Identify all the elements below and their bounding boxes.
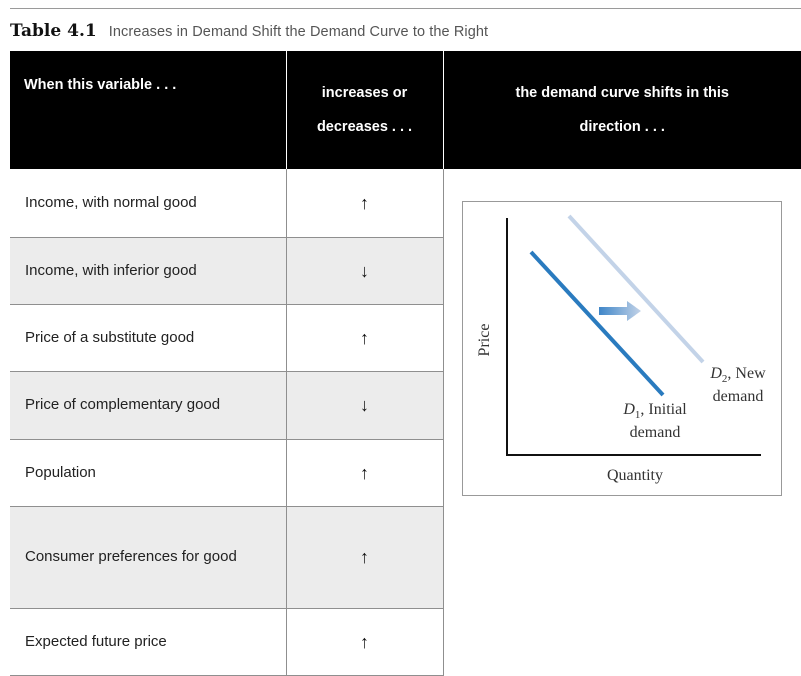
d1-label-text2: demand [629, 424, 681, 442]
d1-symbol: D [623, 401, 635, 418]
row-variable: Population [10, 439, 287, 507]
row-change-arrow-up-icon: ↑ [286, 304, 444, 372]
row-change-arrow-up-icon: ↑ [286, 439, 444, 507]
header-change-line2: decreases . . . [316, 119, 413, 135]
new-demand-curve-d2 [567, 214, 705, 364]
table-row: Income, with inferior good ↓ [10, 237, 801, 305]
quantity-axis-label: Quantity [607, 467, 663, 484]
row-variable: Price of complementary good [10, 371, 287, 440]
shift-right-arrow-icon [599, 301, 641, 321]
d1-subscript: 1 [634, 409, 641, 422]
price-axis-label: Price [476, 324, 493, 357]
row-variable: Expected future price [10, 608, 287, 676]
d2-label-text: , New [727, 365, 766, 382]
initial-demand-curve-d1 [529, 250, 665, 397]
d2-symbol: D [710, 365, 722, 382]
d2-label: D2, New demand [701, 365, 775, 406]
row-variable: Price of a substitute good [10, 304, 287, 372]
table-title: Increases in Demand Shift the Demand Cur… [108, 24, 489, 40]
row-change-arrow-down-icon: ↓ [286, 237, 444, 305]
row-variable: Income, with inferior good [10, 237, 287, 305]
d1-label-text: , Initial [640, 401, 687, 418]
table-row: Population ↑ [10, 439, 801, 507]
table-row: Price of a substitute good ↑ [10, 304, 801, 372]
table-row: Consumer preferences for good ↑ [10, 506, 801, 609]
row-variable: Consumer preferences for good [10, 506, 287, 609]
table-caption: Table 4.1 Increases in Demand Shift the D… [10, 21, 488, 41]
row-change-arrow-up-icon: ↑ [286, 506, 444, 609]
row-change-arrow-up-icon: ↑ [286, 169, 444, 238]
d2-label-text2: demand [712, 388, 764, 406]
d1-label: D1, Initial demand [613, 401, 697, 442]
header-row: When this variable . . . increases or de… [10, 51, 801, 169]
row-variable: Income, with normal good [10, 169, 287, 238]
row-change-arrow-down-icon: ↓ [286, 371, 444, 440]
demand-shift-graph: Price Quantity [476, 214, 761, 484]
header-shift: the demand curve shifts in this directio… [443, 51, 801, 169]
row-change-arrow-up-icon: ↑ [286, 608, 444, 676]
table-number: Table 4.1 [10, 21, 97, 41]
table-row: Price of complementary good ↓ [10, 371, 801, 440]
header-change: increases or decreases . . . [286, 51, 444, 169]
header-shift-line2: direction . . . [579, 119, 665, 135]
demand-shift-figure: Price Quantity D1, Initial demand D2, Ne… [462, 201, 782, 496]
header-variable: When this variable . . . [10, 51, 287, 169]
header-shift-line1: the demand curve shifts in this [515, 85, 729, 101]
top-rule [10, 8, 801, 9]
d2-subscript: 2 [721, 373, 728, 386]
header-change-line1: increases or [321, 85, 408, 101]
